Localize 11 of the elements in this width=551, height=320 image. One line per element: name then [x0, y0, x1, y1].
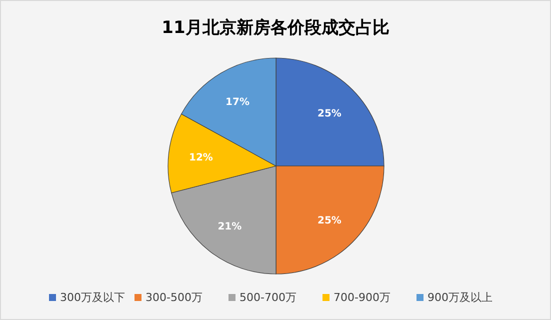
data-label: 21%	[218, 222, 242, 233]
data-label: 12%	[189, 152, 213, 164]
legend-label: 300万及以下	[60, 291, 125, 304]
legend-label: 700-900万	[334, 291, 390, 304]
legend-label: 300-500万	[146, 291, 202, 304]
legend-label: 500-700万	[240, 291, 296, 304]
legend-label: 900万及以上	[428, 291, 492, 304]
data-label: 17%	[226, 96, 250, 108]
chart-title: 11月北京新房各价段成交占比	[162, 18, 390, 38]
data-label: 25%	[317, 215, 342, 226]
data-label: 25%	[317, 108, 342, 120]
